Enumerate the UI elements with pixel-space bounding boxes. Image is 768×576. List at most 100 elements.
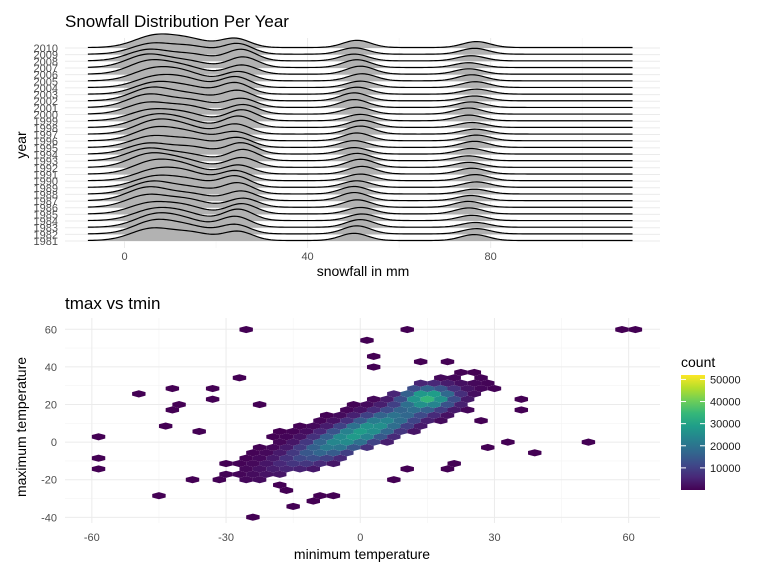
hex-cell <box>440 379 455 387</box>
hex-cell <box>259 449 274 457</box>
ridge-area-1992 <box>87 152 633 168</box>
ridgeline-y-tick-label: 2010 <box>34 43 58 55</box>
legend-colorbar <box>681 375 705 490</box>
hex-cell <box>340 417 354 425</box>
hex-cell <box>481 443 495 452</box>
hex-cell <box>205 395 220 403</box>
ridge-line-1984 <box>87 206 633 222</box>
ridge-line-2006 <box>87 58 633 75</box>
hex-cell <box>373 411 388 419</box>
legend-tick-label: 30000 <box>710 419 741 431</box>
hex-cell <box>360 336 374 344</box>
hexbin-x-tick-label: -30 <box>218 532 234 544</box>
hex-cell <box>481 379 495 387</box>
ridge-line-2008 <box>87 48 633 62</box>
hexbin-y-axis-title: maximum temperature <box>13 357 29 497</box>
ridge-line-1981 <box>87 227 633 242</box>
hex-cell <box>380 395 394 403</box>
hex-cell <box>380 406 394 414</box>
hex-cell <box>192 427 206 435</box>
hex-cell <box>440 390 455 398</box>
hex-cell <box>393 417 408 425</box>
hex-cell <box>353 417 367 425</box>
hex-cell <box>460 395 475 403</box>
hex-cell <box>440 358 455 366</box>
hex-cell <box>447 384 461 393</box>
ridge-line-1995 <box>87 134 633 148</box>
hex-cell <box>434 417 448 425</box>
hexbin-chart: tmax vs tmin -40 -20 0 20 40 60 -60 -30 0 30 60 m… <box>13 294 660 562</box>
hex-cell <box>293 422 307 430</box>
ridgeline-y-tick-label: 1993 <box>34 156 58 168</box>
hex-cell <box>306 422 320 430</box>
hex-cell <box>266 465 280 473</box>
ridge-line-1988 <box>87 180 633 195</box>
hex-cell <box>252 465 267 473</box>
legend-tick-label: 40000 <box>710 397 741 409</box>
hex-cell <box>393 406 408 414</box>
hex-cell <box>299 427 314 435</box>
hex-cell <box>380 438 394 446</box>
ridge-area-2006 <box>87 59 633 75</box>
hex-cell <box>474 374 488 382</box>
hex-cell <box>407 384 421 393</box>
hex-cell <box>239 465 253 473</box>
hex-cell <box>286 438 300 446</box>
hex-cell <box>366 417 381 425</box>
hex-cell <box>413 358 428 366</box>
hexbin-x-tick-label: -60 <box>84 532 100 544</box>
hex-cell <box>434 406 448 414</box>
ridgeline-y-tick-label: 1997 <box>34 130 58 142</box>
hex-cell <box>360 422 374 430</box>
hex-cell <box>313 417 327 425</box>
ridge-area-1986 <box>87 194 633 208</box>
ridgeline-y-tick-label: 1985 <box>34 209 58 221</box>
ridge-line-2010 <box>87 33 633 49</box>
hex-cell <box>152 492 166 500</box>
hex-cell <box>380 417 394 425</box>
ridge-line-1998 <box>87 113 633 128</box>
ridge-area-1997 <box>87 118 633 135</box>
hex-cell <box>239 476 253 484</box>
hex-cell <box>313 449 327 457</box>
hex-cell <box>293 465 307 473</box>
ridgeline-y-tick-label: 2009 <box>34 50 58 62</box>
hex-cell <box>380 427 394 435</box>
hex-cell <box>373 433 388 441</box>
hex-cell <box>286 449 300 457</box>
hex-cell <box>393 395 408 403</box>
hex-cell <box>212 476 227 484</box>
ridge-area-2000 <box>87 101 633 115</box>
ridgeline-y-tick-label: 1999 <box>34 116 58 128</box>
ridge-line-1990 <box>87 166 633 182</box>
ridgeline-curves <box>87 33 633 242</box>
hex-cell <box>447 395 461 403</box>
hex-cell <box>326 449 341 457</box>
ridgeline-y-tick-label: 1987 <box>34 196 58 208</box>
ridge-line-1989 <box>87 174 633 188</box>
hex-cell <box>400 401 414 409</box>
count-legend: count 10000 20000 30000 40000 50000 <box>681 354 741 490</box>
hex-cell <box>413 401 428 409</box>
hex-cell <box>420 406 435 414</box>
hex-cell <box>266 454 280 462</box>
ridgeline-x-tick-label: 40 <box>301 251 313 263</box>
ridgeline-y-tick-label: 1990 <box>34 176 58 188</box>
ridgeline-y-tick-label: 2005 <box>34 76 58 88</box>
hex-cell <box>615 325 629 334</box>
hex-cell <box>387 476 401 484</box>
hex-cell <box>266 433 280 441</box>
ridge-line-2001 <box>87 93 633 109</box>
hex-cell <box>313 427 327 435</box>
hex-cell <box>299 460 314 468</box>
hex-cell <box>91 433 106 441</box>
hex-cell <box>393 427 408 435</box>
hex-cell <box>360 443 374 452</box>
hex-cell <box>333 443 347 452</box>
hex-cell <box>246 449 260 457</box>
ridgeline-y-tick-label: 1986 <box>34 203 58 215</box>
hex-cell <box>440 411 455 419</box>
hex-cell <box>293 443 307 452</box>
ridgeline-y-tick-label: 1988 <box>34 189 58 201</box>
hex-cell <box>313 460 327 468</box>
